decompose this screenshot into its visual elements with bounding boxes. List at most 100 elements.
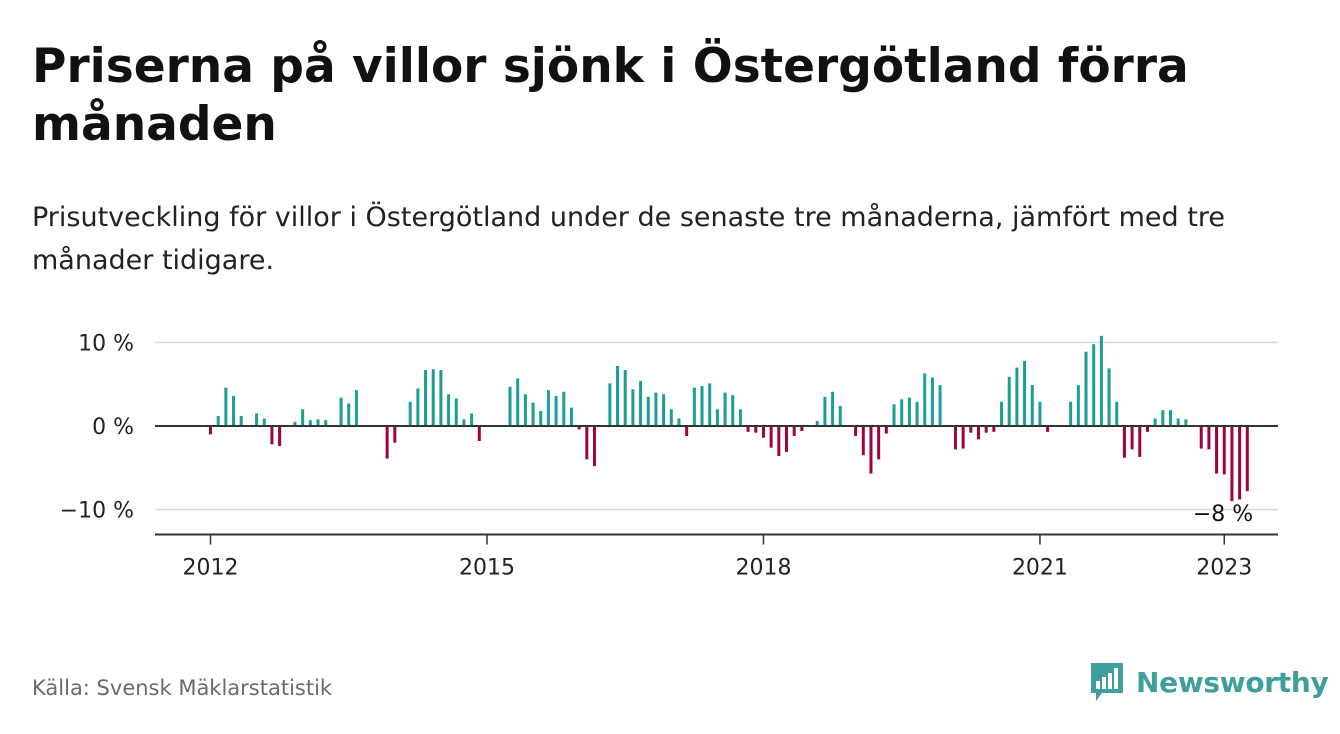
bar bbox=[1023, 360, 1027, 426]
bar bbox=[447, 394, 451, 426]
bar bbox=[1084, 351, 1088, 426]
gridlines bbox=[155, 341, 1278, 511]
bar bbox=[531, 402, 535, 426]
bar bbox=[1000, 401, 1004, 426]
bar bbox=[1107, 368, 1111, 426]
bar bbox=[646, 396, 650, 426]
y-tick-label: 0 % bbox=[92, 415, 134, 440]
bar bbox=[278, 426, 282, 447]
bar bbox=[301, 409, 305, 426]
bar bbox=[777, 426, 781, 457]
bar bbox=[623, 370, 627, 426]
bar bbox=[308, 420, 312, 426]
bar bbox=[608, 383, 612, 426]
bar bbox=[546, 390, 550, 426]
bar bbox=[523, 394, 527, 426]
bar bbox=[1122, 426, 1126, 458]
bar bbox=[831, 391, 835, 426]
bar bbox=[1176, 418, 1180, 426]
bar bbox=[677, 418, 681, 426]
bar bbox=[1245, 426, 1249, 492]
bar bbox=[562, 391, 566, 426]
bar bbox=[715, 409, 719, 426]
bar bbox=[385, 426, 389, 459]
bar bbox=[984, 426, 988, 433]
bar bbox=[769, 426, 773, 448]
bar bbox=[1153, 418, 1157, 426]
bar bbox=[823, 396, 827, 426]
bar bbox=[424, 370, 428, 426]
bar bbox=[861, 426, 865, 456]
bar bbox=[539, 410, 543, 426]
bar bbox=[669, 409, 673, 426]
last-value-label: −8 % bbox=[1193, 502, 1253, 527]
bar bbox=[815, 420, 819, 426]
bar bbox=[938, 385, 942, 426]
bar bbox=[1184, 419, 1188, 426]
bar bbox=[569, 407, 573, 426]
bar bbox=[1069, 401, 1073, 426]
bar bbox=[1038, 401, 1042, 426]
bar bbox=[270, 426, 274, 445]
bar bbox=[224, 387, 228, 426]
bar bbox=[838, 405, 842, 426]
bar bbox=[654, 392, 658, 426]
page-subtitle: Prisutveckling för villor i Östergötland… bbox=[32, 202, 1225, 276]
bar bbox=[593, 426, 596, 467]
bar bbox=[900, 399, 904, 426]
bar bbox=[1230, 426, 1234, 502]
bar bbox=[293, 421, 297, 426]
bar bbox=[685, 426, 689, 437]
x-tick-label: 2012 bbox=[183, 556, 239, 581]
bar bbox=[462, 419, 466, 426]
bar bbox=[454, 398, 458, 426]
bar bbox=[477, 426, 481, 442]
bar bbox=[700, 385, 704, 426]
bar bbox=[216, 415, 220, 426]
bar bbox=[508, 386, 512, 426]
bar bbox=[1161, 410, 1165, 426]
bar bbox=[577, 426, 581, 430]
bar bbox=[738, 409, 742, 426]
bar bbox=[969, 426, 973, 433]
bar bbox=[754, 426, 758, 433]
bar bbox=[1222, 426, 1226, 475]
bar bbox=[884, 426, 888, 434]
x-tick-label: 2023 bbox=[1196, 556, 1252, 581]
x-axis-ticks: 2012 2015 2018 2021 2023 bbox=[183, 534, 1252, 581]
bar bbox=[324, 420, 328, 426]
bar bbox=[1099, 335, 1103, 426]
bar bbox=[708, 383, 712, 426]
bar bbox=[854, 426, 858, 437]
bar bbox=[731, 395, 735, 426]
bar bbox=[800, 426, 804, 432]
logo-text: Newsworthy bbox=[1136, 665, 1329, 699]
bar bbox=[631, 389, 635, 426]
bar bbox=[255, 413, 259, 426]
y-tick-label: 10 % bbox=[78, 332, 134, 357]
y-axis-tick-labels: 10 % 0 % −10 % bbox=[60, 332, 134, 524]
bar bbox=[316, 419, 320, 426]
bar bbox=[792, 426, 796, 437]
bar bbox=[616, 365, 620, 426]
bar-series bbox=[209, 335, 1249, 502]
x-tick-label: 2018 bbox=[735, 556, 791, 581]
page-title: Priserna på villor sjönk i Östergötland … bbox=[32, 39, 1189, 152]
bar bbox=[930, 377, 934, 426]
bar bbox=[239, 415, 243, 426]
bar bbox=[354, 390, 358, 426]
bar bbox=[516, 378, 520, 426]
bar bbox=[662, 394, 666, 426]
bar bbox=[1115, 401, 1119, 426]
y-tick-label: −10 % bbox=[60, 499, 134, 524]
bar bbox=[907, 397, 911, 426]
newsworthy-logo-icon bbox=[1091, 663, 1123, 701]
bar bbox=[470, 413, 474, 426]
x-tick-label: 2021 bbox=[1012, 556, 1068, 581]
bar bbox=[1046, 426, 1050, 432]
bar bbox=[339, 397, 343, 426]
bar bbox=[869, 426, 873, 474]
bar bbox=[408, 401, 412, 426]
bar bbox=[992, 426, 996, 432]
